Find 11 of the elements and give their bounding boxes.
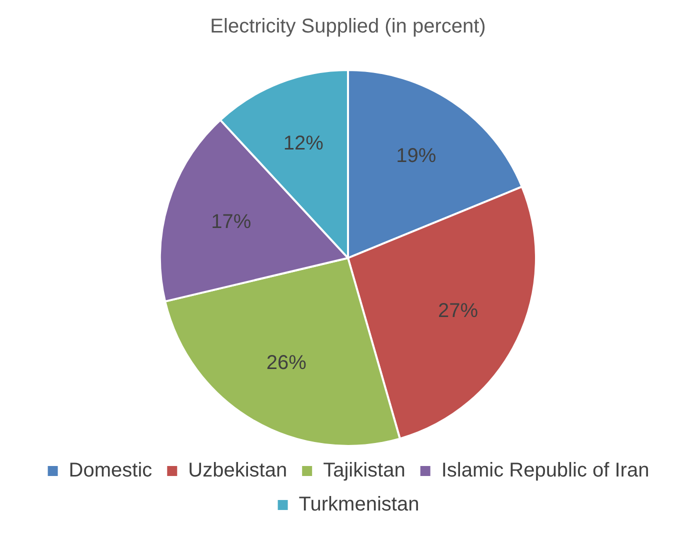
legend-label: Uzbekistan (188, 460, 288, 482)
data-label: 19% (396, 145, 436, 168)
data-label: 26% (266, 352, 307, 374)
legend-label: Turkmenistan (298, 494, 420, 516)
legend-label: Tajikistan (323, 460, 406, 482)
data-label: 17% (211, 210, 252, 233)
data-label: 27% (438, 300, 478, 322)
legend-label: Islamic Republic of Iran (441, 460, 650, 482)
chart-title: Electricity Supplied (in percent) (210, 16, 486, 38)
data-label: 12% (283, 132, 324, 155)
legend-label: Domestic (68, 460, 152, 482)
